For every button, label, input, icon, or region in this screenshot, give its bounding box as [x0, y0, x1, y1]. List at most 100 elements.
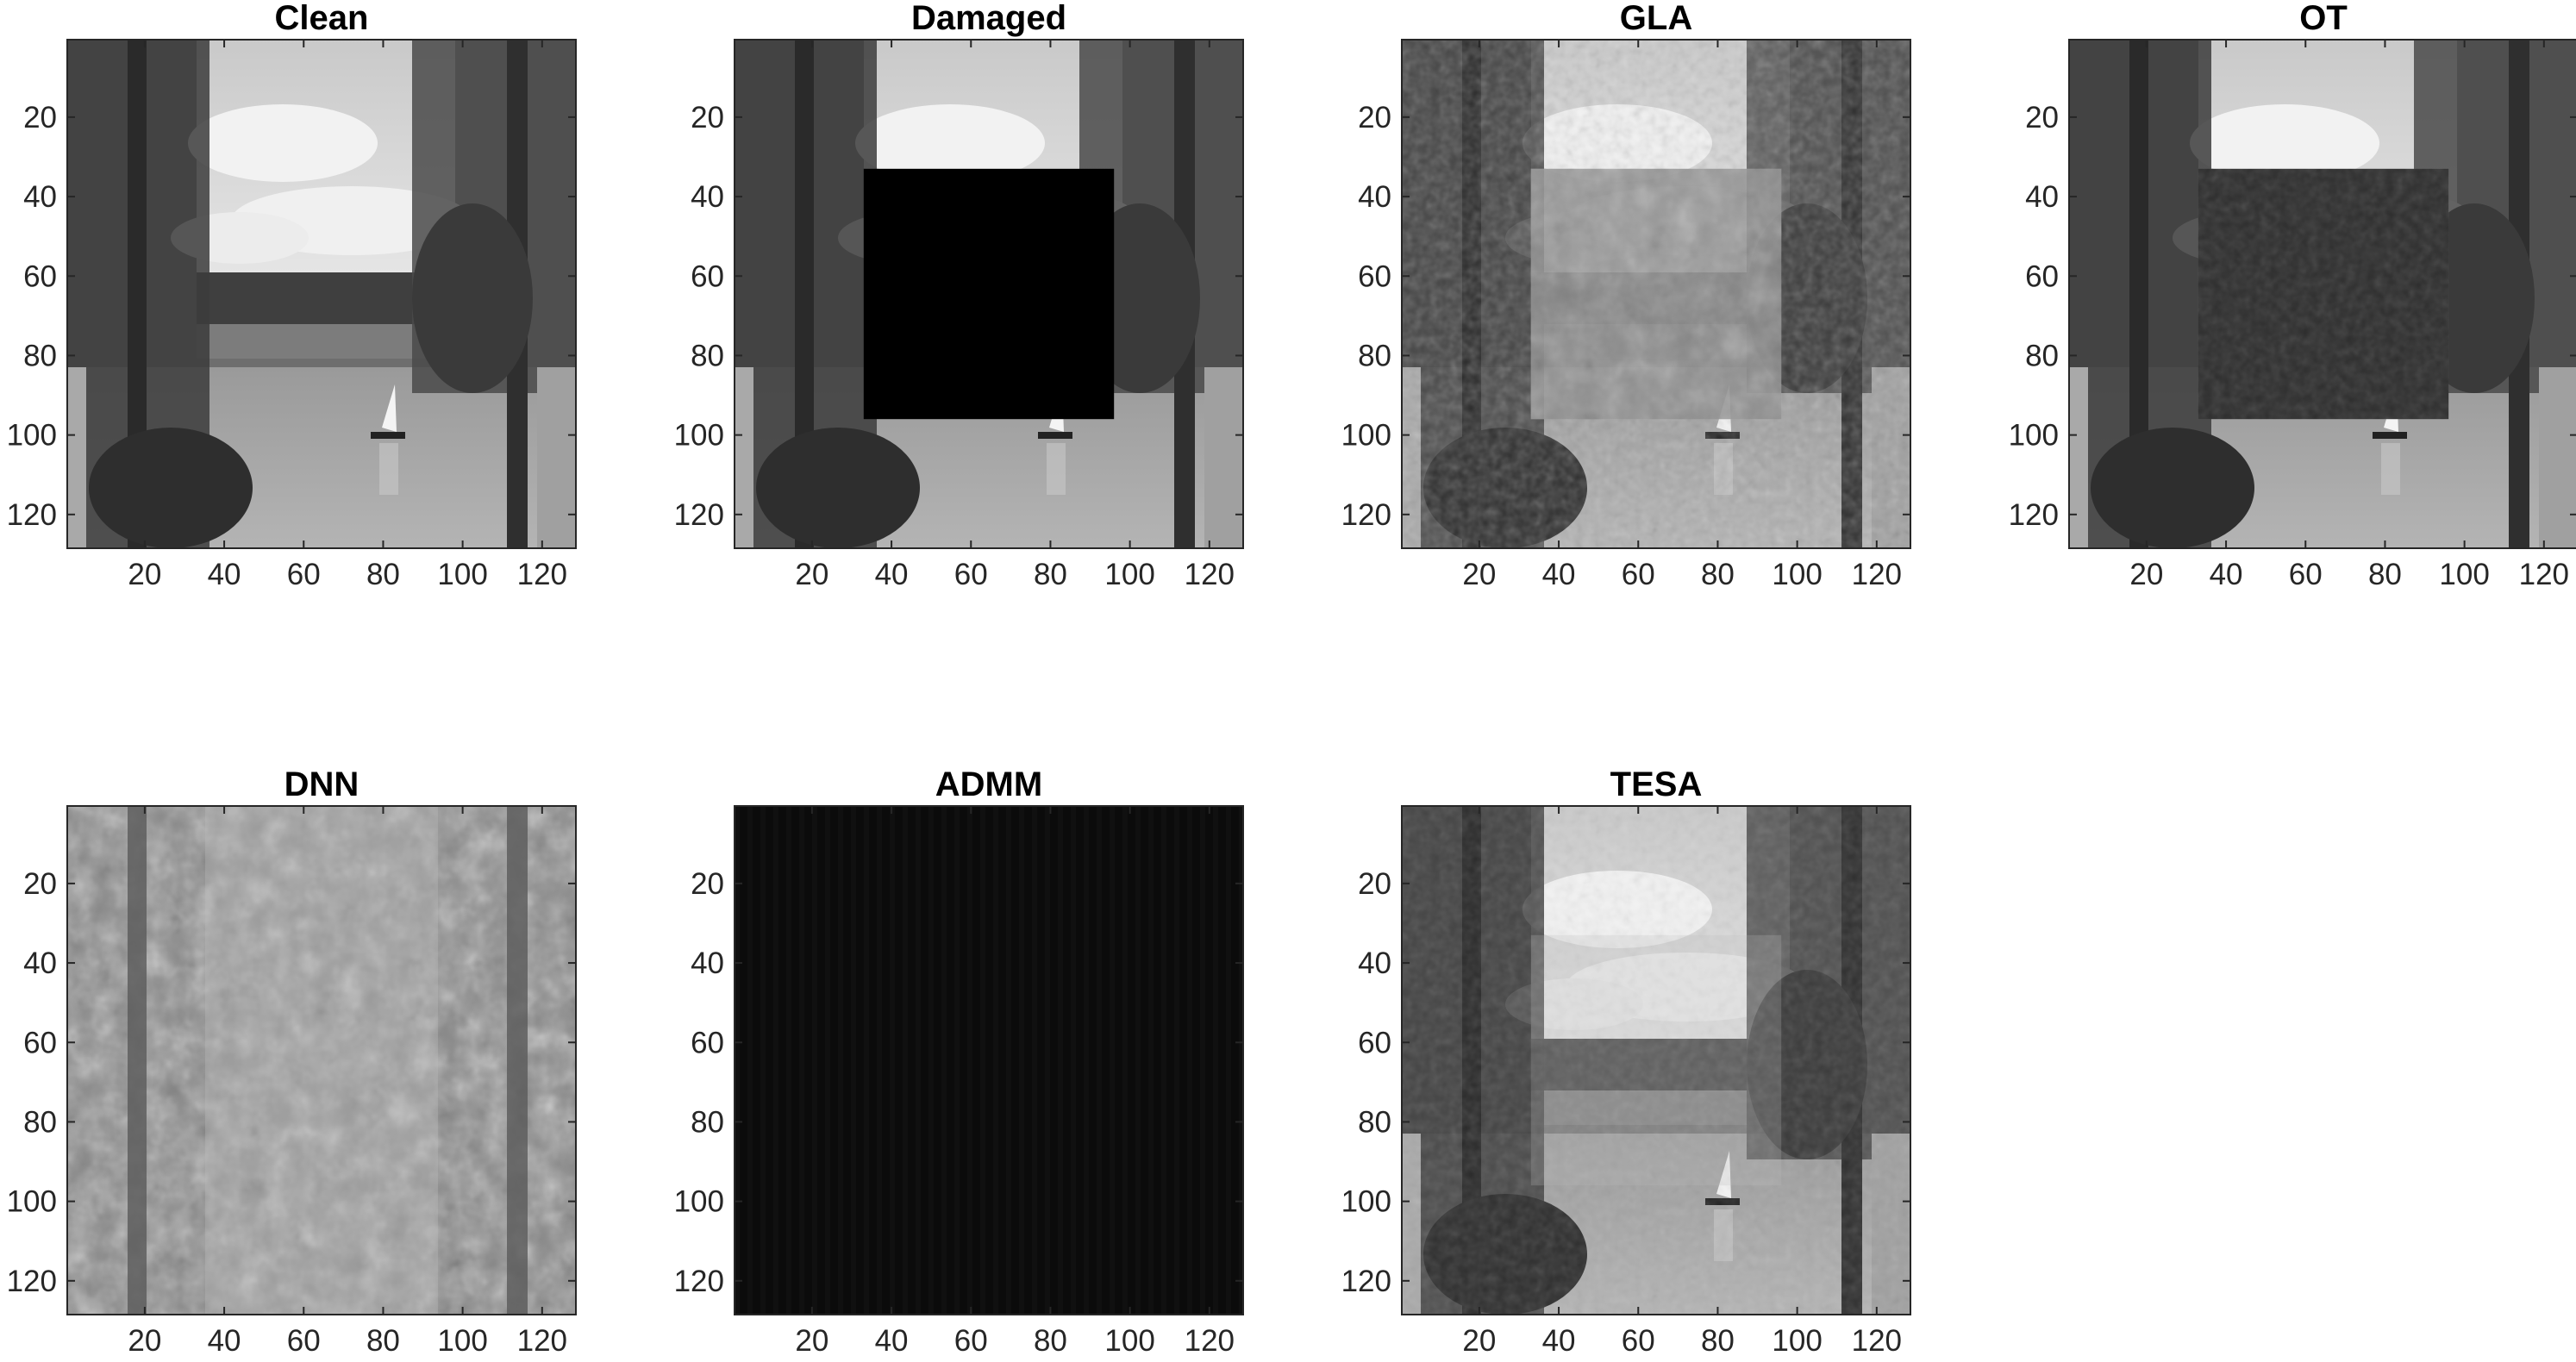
y-tick-label: 100 — [7, 419, 57, 453]
y-tick-label: 40 — [1358, 180, 1391, 214]
panel-title: TESA — [1610, 765, 1703, 803]
y-tick-label: 40 — [1358, 947, 1391, 980]
y-tick-label: 20 — [691, 867, 724, 901]
x-tick-label: 120 — [2519, 558, 2569, 591]
image-gla — [1402, 40, 1910, 548]
y-tick-label: 120 — [1341, 498, 1391, 532]
x-tick-label: 60 — [954, 558, 988, 591]
x-tick-label: 60 — [954, 1324, 988, 1358]
y-tick-label: 60 — [23, 259, 57, 293]
x-tick-label: 20 — [128, 1324, 161, 1358]
x-tick-label: 60 — [1622, 558, 1655, 591]
image-clean — [67, 40, 576, 548]
panel-tesa: TESA 20 20 40 40 60 60 80 80 100 100 120 120 — [1341, 765, 1911, 1358]
axes-frame — [1401, 39, 1911, 549]
y-tick-label: 60 — [691, 259, 724, 293]
panel-title: GLA — [1620, 0, 1692, 37]
x-tick-label: 40 — [1542, 1324, 1576, 1358]
y-tick-label: 100 — [2009, 419, 2059, 453]
panel-title: Damaged — [911, 0, 1066, 37]
x-tick-label: 120 — [1185, 558, 1235, 591]
x-tick-label: 60 — [1622, 1324, 1655, 1358]
x-tick-label: 60 — [287, 558, 321, 591]
x-tick-label: 60 — [2289, 558, 2323, 591]
image-damaged — [735, 40, 1243, 548]
x-tick-label: 40 — [208, 1324, 241, 1358]
x-tick-label: 100 — [437, 1324, 487, 1358]
y-tick-label: 20 — [691, 101, 724, 134]
panel-title: ADMM — [935, 765, 1042, 803]
axes-frame — [66, 805, 577, 1315]
x-tick-label: 120 — [517, 558, 567, 591]
panel-dnn: DNN 20 20 40 40 60 60 80 80 100 100 120 120 — [7, 765, 577, 1358]
y-tick-label: 40 — [23, 947, 57, 980]
y-tick-label: 60 — [1358, 1026, 1391, 1059]
axes-frame — [2068, 39, 2576, 549]
x-tick-label: 120 — [1852, 1324, 1902, 1358]
y-tick-label: 100 — [1341, 1185, 1391, 1219]
y-tick-label: 120 — [674, 498, 724, 532]
y-tick-label: 80 — [23, 1105, 57, 1139]
x-tick-label: 100 — [437, 558, 487, 591]
x-tick-label: 40 — [208, 558, 241, 591]
image-admm — [735, 806, 1243, 1315]
panel-damaged: Damaged 20 20 40 40 60 60 80 80 100 100 120 120 — [674, 0, 1244, 591]
panel-admm: ADMM 20 20 40 40 60 60 80 80 100 100 120 120 — [674, 765, 1244, 1358]
y-tick-label: 100 — [7, 1185, 57, 1219]
x-tick-label: 80 — [366, 558, 400, 591]
x-tick-label: 60 — [287, 1324, 321, 1358]
x-tick-label: 20 — [795, 1324, 828, 1358]
y-tick-label: 60 — [23, 1026, 57, 1059]
x-tick-label: 20 — [2129, 558, 2163, 591]
y-tick-label: 100 — [1341, 419, 1391, 453]
x-tick-label: 100 — [1104, 1324, 1154, 1358]
axes-frame — [734, 39, 1244, 549]
y-tick-label: 120 — [7, 498, 57, 532]
axes-frame — [66, 39, 577, 549]
y-tick-label: 80 — [691, 1105, 724, 1139]
y-tick-label: 120 — [674, 1265, 724, 1298]
x-tick-label: 40 — [2210, 558, 2243, 591]
panel-title: Clean — [275, 0, 369, 37]
image-tesa — [1402, 806, 1910, 1315]
x-tick-label: 80 — [1701, 558, 1735, 591]
y-tick-label: 60 — [1358, 259, 1391, 293]
axes-frame — [1401, 805, 1911, 1315]
x-tick-label: 20 — [128, 558, 161, 591]
x-tick-label: 120 — [1185, 1324, 1235, 1358]
x-tick-label: 40 — [1542, 558, 1576, 591]
y-tick-label: 120 — [7, 1265, 57, 1298]
y-tick-label: 40 — [691, 180, 724, 214]
y-tick-label: 120 — [1341, 1265, 1391, 1298]
y-tick-label: 80 — [1358, 339, 1391, 372]
image-dnn — [67, 806, 576, 1315]
x-tick-label: 80 — [1034, 558, 1067, 591]
x-tick-label: 20 — [1462, 558, 1496, 591]
panel-clean: Clean 20 20 40 40 60 60 80 80 100 100 120 120 — [7, 0, 577, 591]
x-tick-label: 100 — [1104, 558, 1154, 591]
y-tick-label: 20 — [1358, 101, 1391, 134]
x-tick-label: 100 — [1772, 1324, 1822, 1358]
x-tick-label: 40 — [875, 1324, 909, 1358]
x-tick-label: 80 — [1701, 1324, 1735, 1358]
y-tick-label: 80 — [23, 339, 57, 372]
y-tick-label: 60 — [2025, 259, 2059, 293]
y-tick-label: 40 — [2025, 180, 2059, 214]
y-tick-label: 80 — [691, 339, 724, 372]
x-tick-label: 20 — [1462, 1324, 1496, 1358]
y-tick-label: 20 — [1358, 867, 1391, 901]
x-tick-label: 80 — [2368, 558, 2402, 591]
panel-ot: OT 20 20 40 40 60 60 80 80 100 100 120 120 — [2009, 0, 2576, 591]
x-tick-label: 100 — [1772, 558, 1822, 591]
image-ot — [2069, 40, 2576, 548]
x-tick-label: 40 — [875, 558, 909, 591]
x-tick-label: 80 — [366, 1324, 400, 1358]
y-tick-label: 100 — [674, 1185, 724, 1219]
y-tick-label: 20 — [2025, 101, 2059, 134]
y-tick-label: 40 — [691, 947, 724, 980]
y-tick-label: 40 — [23, 180, 57, 214]
y-tick-label: 20 — [23, 101, 57, 134]
axes-frame — [734, 805, 1244, 1315]
x-tick-label: 80 — [1034, 1324, 1067, 1358]
y-tick-label: 80 — [1358, 1105, 1391, 1139]
